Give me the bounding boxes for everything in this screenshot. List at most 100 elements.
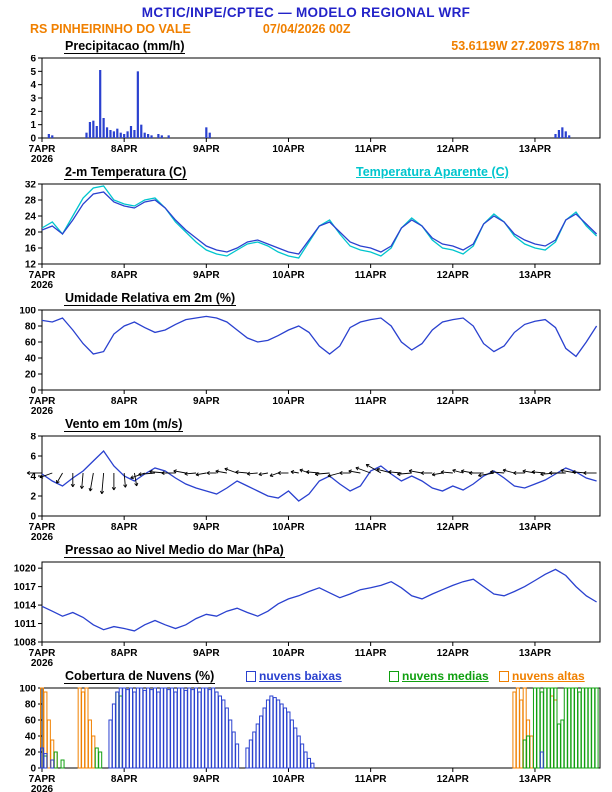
svg-text:13APR: 13APR: [519, 396, 552, 407]
panel-title-humidity: Umidade Relativa em 2m (%): [64, 291, 237, 306]
svg-text:20: 20: [25, 228, 37, 239]
run-info-line: RS PINHEIRINHO DO VALE 07/04/2026 00Z: [0, 22, 612, 39]
station-coordinates: 53.6119W 27.2097S 187m: [451, 39, 600, 53]
svg-text:8APR: 8APR: [111, 144, 138, 155]
apparent-temperature-label: Temperatura Aparente (C): [356, 165, 509, 179]
svg-text:12APR: 12APR: [437, 774, 470, 785]
svg-text:9APR: 9APR: [193, 396, 220, 407]
panel-title-clouds: Cobertura de Nuvens (%): [64, 669, 216, 684]
svg-text:8APR: 8APR: [111, 648, 138, 659]
svg-text:0: 0: [30, 386, 36, 397]
panel-pressure: Pressao ao Nivel Medio do Mar (hPa) 1008…: [0, 543, 612, 669]
svg-text:11APR: 11APR: [355, 144, 387, 155]
svg-text:13APR: 13APR: [519, 648, 552, 659]
svg-text:12APR: 12APR: [437, 270, 470, 281]
svg-text:6: 6: [30, 452, 36, 463]
svg-text:8APR: 8APR: [111, 396, 138, 407]
svg-text:4: 4: [30, 80, 36, 91]
svg-text:28: 28: [25, 196, 37, 207]
svg-text:7APR: 7APR: [29, 396, 56, 407]
svg-text:13APR: 13APR: [519, 270, 552, 281]
svg-text:10APR: 10APR: [272, 648, 305, 659]
svg-text:12: 12: [25, 260, 37, 271]
panel-title-temperature: 2-m Temperatura (C): [64, 165, 188, 180]
panel-temperature: 2-m Temperatura (C) Temperatura Aparente…: [0, 165, 612, 291]
svg-text:10APR: 10APR: [272, 522, 305, 533]
svg-text:11APR: 11APR: [355, 396, 387, 407]
svg-text:12APR: 12APR: [437, 522, 470, 533]
svg-text:13APR: 13APR: [519, 774, 552, 785]
svg-text:9APR: 9APR: [193, 144, 220, 155]
svg-text:0: 0: [30, 764, 36, 775]
svg-text:7APR: 7APR: [29, 648, 56, 659]
panel-clouds: Cobertura de Nuvens (%) nuvens baixas nu…: [0, 669, 612, 792]
svg-text:6: 6: [30, 55, 36, 65]
legend-low-clouds: nuvens baixas: [246, 669, 342, 683]
svg-text:7APR: 7APR: [29, 522, 56, 533]
svg-text:11APR: 11APR: [355, 522, 387, 533]
svg-text:10APR: 10APR: [272, 396, 305, 407]
svg-text:10APR: 10APR: [272, 774, 305, 785]
svg-text:11APR: 11APR: [355, 648, 387, 659]
svg-text:9APR: 9APR: [193, 648, 220, 659]
svg-text:2026: 2026: [31, 658, 54, 669]
svg-text:0: 0: [30, 512, 36, 523]
svg-text:16: 16: [25, 244, 37, 255]
svg-text:8APR: 8APR: [111, 774, 138, 785]
svg-text:1014: 1014: [14, 601, 37, 612]
svg-text:100: 100: [19, 685, 36, 695]
svg-text:24: 24: [25, 212, 37, 223]
svg-text:1008: 1008: [14, 638, 37, 649]
svg-text:7APR: 7APR: [29, 144, 56, 155]
svg-text:12APR: 12APR: [437, 144, 470, 155]
svg-text:80: 80: [25, 700, 37, 711]
svg-text:2026: 2026: [31, 280, 54, 291]
svg-text:4: 4: [30, 472, 36, 483]
svg-text:40: 40: [25, 354, 37, 365]
svg-text:32: 32: [25, 181, 37, 191]
svg-text:9APR: 9APR: [193, 522, 220, 533]
svg-text:10APR: 10APR: [272, 270, 305, 281]
svg-text:80: 80: [25, 322, 37, 333]
svg-text:11APR: 11APR: [355, 774, 387, 785]
svg-text:40: 40: [25, 732, 37, 743]
panel-humidity: Umidade Relativa em 2m (%) 0 20 40 60 80 100 7…: [0, 291, 612, 417]
svg-text:2: 2: [30, 492, 36, 503]
svg-text:1020: 1020: [14, 564, 37, 575]
svg-text:7APR: 7APR: [29, 270, 56, 281]
svg-text:20: 20: [25, 370, 37, 381]
svg-text:2026: 2026: [31, 784, 54, 792]
svg-text:2: 2: [30, 107, 36, 118]
svg-text:2026: 2026: [31, 532, 54, 543]
panel-title-precipitation: Precipitacao (mm/h): [64, 39, 186, 54]
svg-text:13APR: 13APR: [519, 144, 552, 155]
svg-text:3: 3: [30, 94, 36, 105]
svg-text:1017: 1017: [14, 582, 37, 593]
panel-precipitation: Precipitacao (mm/h) 53.6119W 27.2097S 18…: [0, 39, 612, 165]
svg-text:2026: 2026: [31, 154, 54, 165]
svg-text:2026: 2026: [31, 406, 54, 417]
svg-text:20: 20: [25, 748, 37, 759]
svg-text:8APR: 8APR: [111, 522, 138, 533]
panel-wind: Vento em 10m (m/s) 0 2 4 6 8 7APR 2026 8APR 9APR…: [0, 417, 612, 543]
svg-text:13APR: 13APR: [519, 522, 552, 533]
svg-text:100: 100: [19, 307, 36, 317]
svg-text:7APR: 7APR: [29, 774, 56, 785]
svg-text:60: 60: [25, 716, 37, 727]
svg-text:8APR: 8APR: [111, 270, 138, 281]
svg-text:10APR: 10APR: [272, 144, 305, 155]
legend-mid-clouds: nuvens medias: [389, 669, 489, 683]
legend-high-clouds: nuvens altas: [499, 669, 585, 683]
svg-text:60: 60: [25, 338, 37, 349]
panel-title-wind: Vento em 10m (m/s): [64, 417, 184, 432]
svg-text:8: 8: [30, 433, 36, 443]
svg-text:12APR: 12APR: [437, 648, 470, 659]
page-title: MCTIC/INPE/CPTEC — MODELO REGIONAL WRF: [141, 5, 471, 20]
svg-text:9APR: 9APR: [193, 774, 220, 785]
